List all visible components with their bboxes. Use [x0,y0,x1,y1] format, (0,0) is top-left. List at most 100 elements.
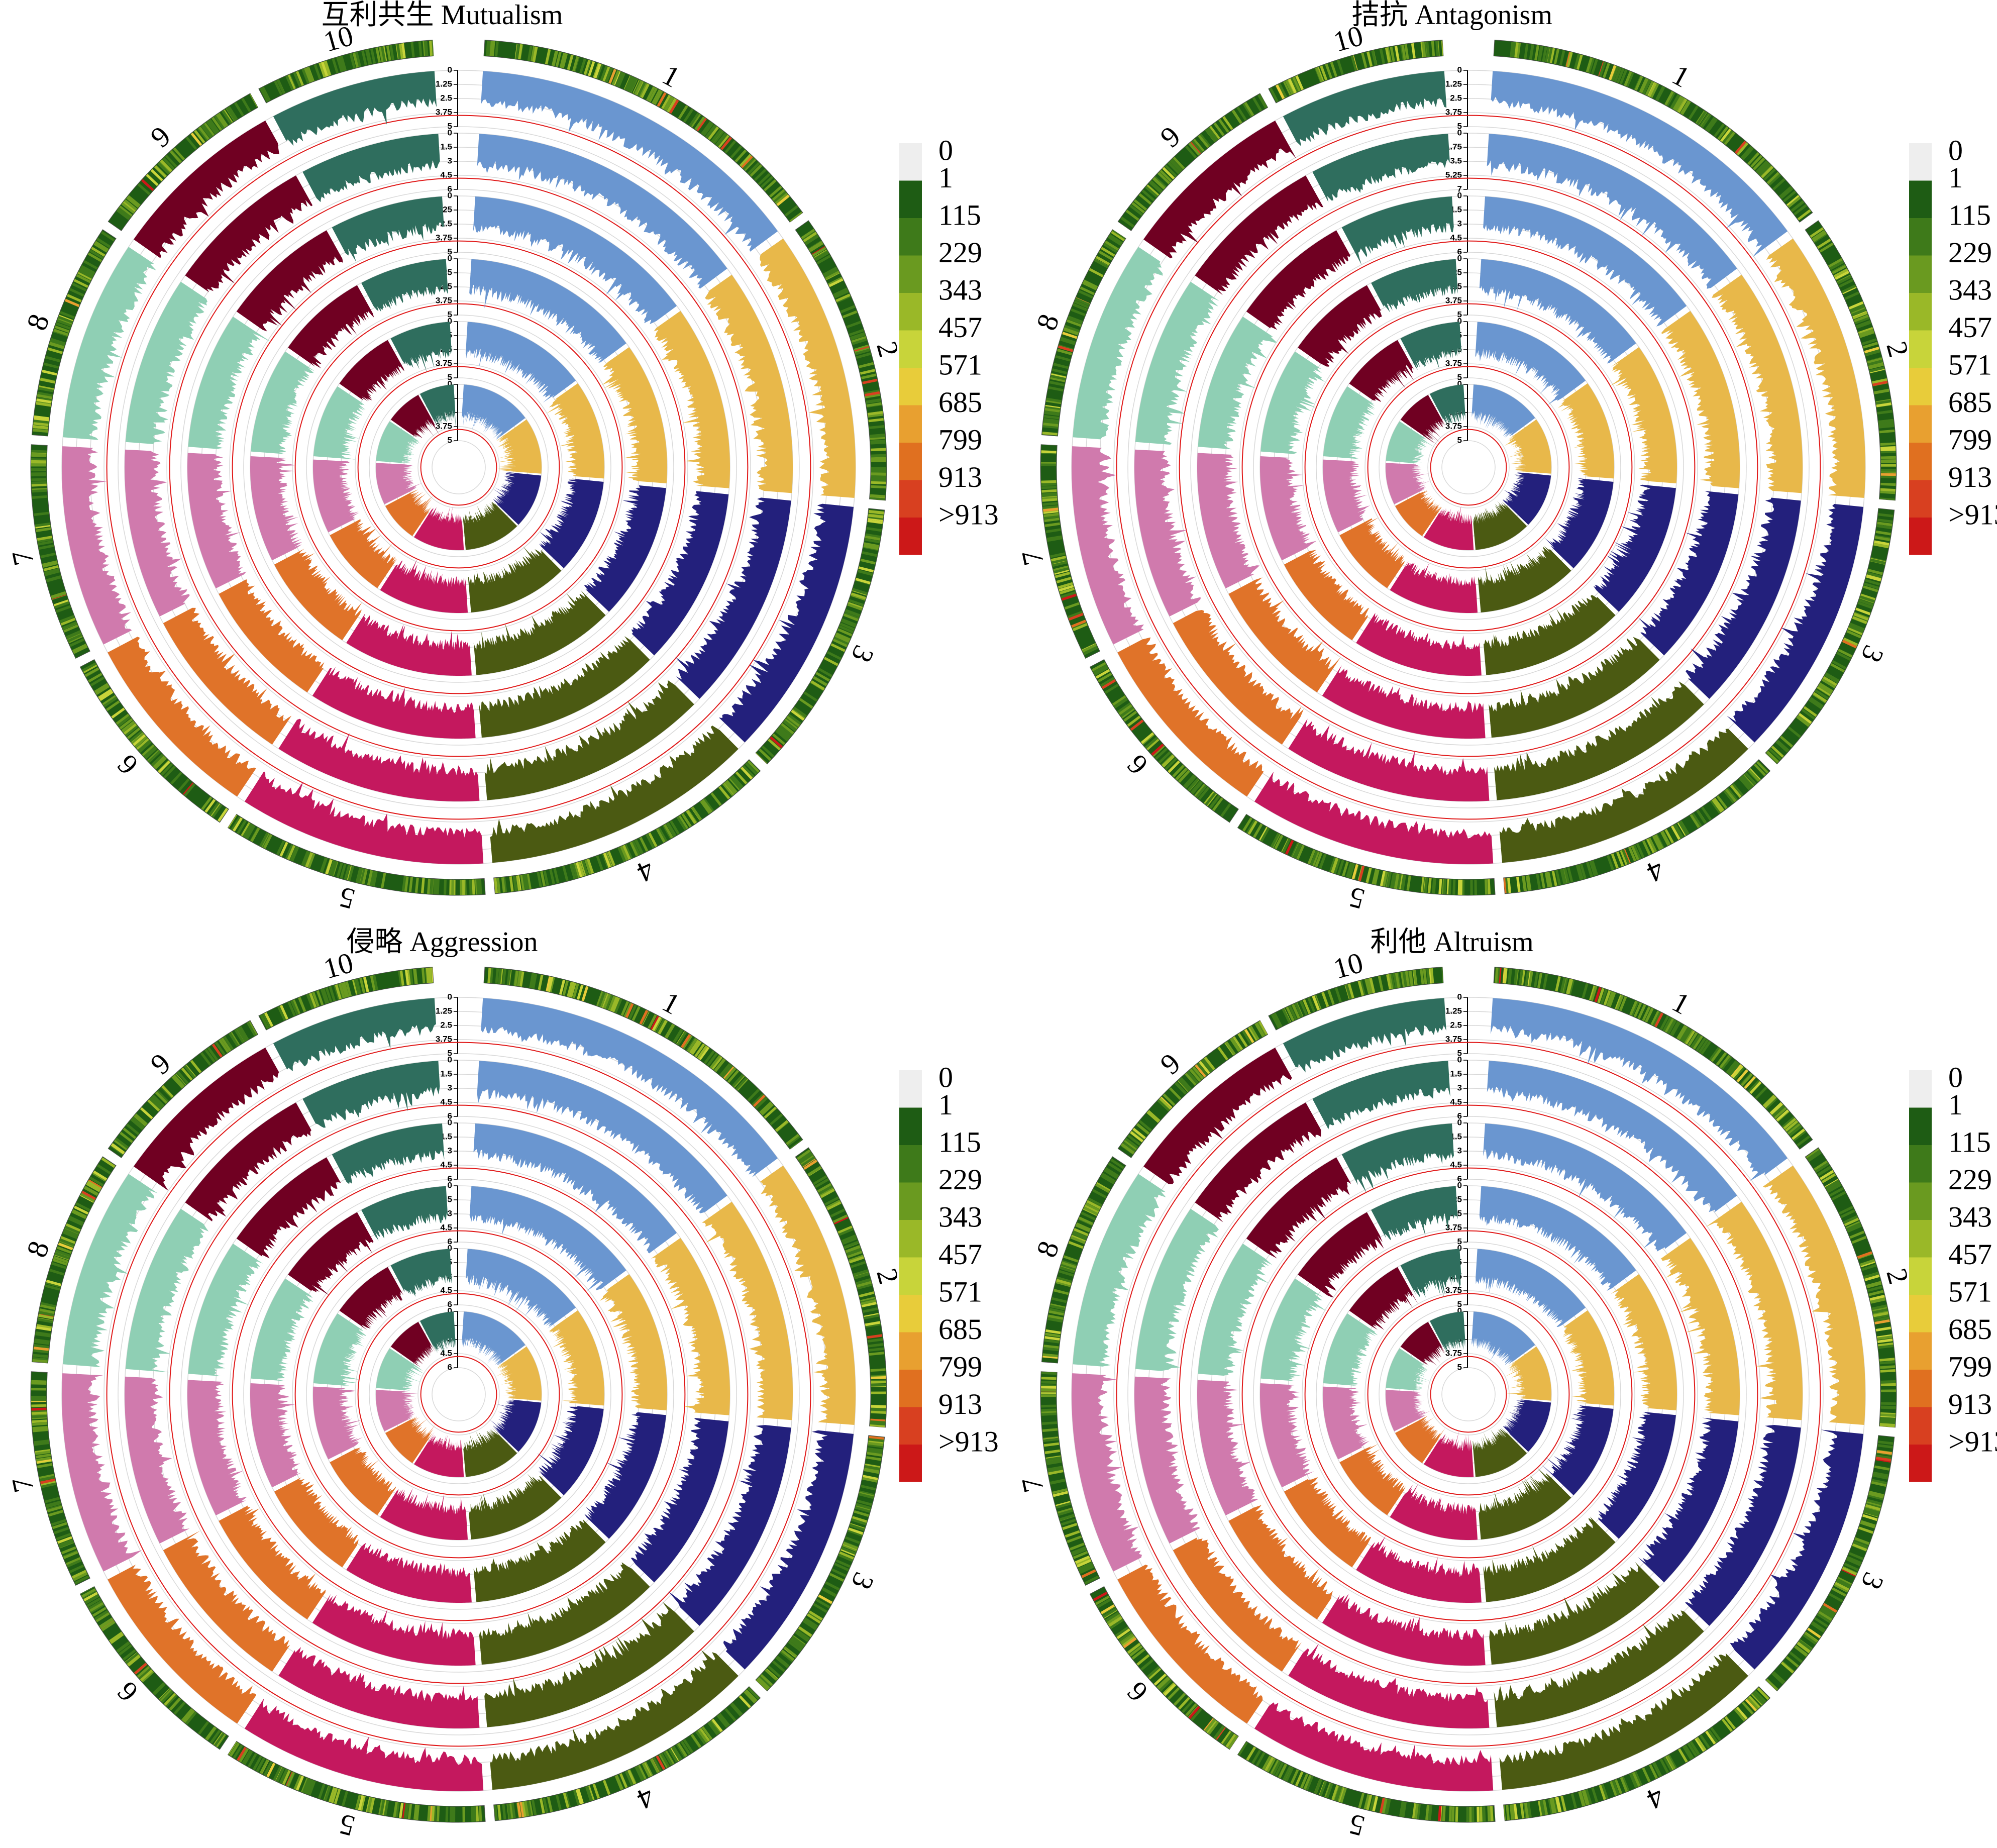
density-stripe [1880,1380,1896,1383]
tick-label: 0 [448,992,452,1001]
legend-label: 115 [1948,198,1991,231]
density-stripe [1872,1474,1888,1480]
density-stripe [173,147,185,161]
density-stripe [1832,1587,1847,1597]
density-stripe [592,1783,600,1799]
legend-swatch [1909,218,1932,256]
density-stripe [701,121,712,135]
chromosome-sector [630,1417,729,1583]
chromosome-label: 3 [1855,1568,1890,1595]
density-stripe [788,1640,802,1652]
tick-label: 4.5 [1450,1160,1462,1169]
chromosome-sector [1429,384,1466,427]
chromosome-sector [134,121,279,258]
grid-circle [1302,1227,1635,1561]
density-stripe [701,799,713,813]
density-stripe [1251,1750,1262,1764]
density-stripe [410,42,415,58]
density-stripe [1716,1052,1727,1066]
density-stripe [1872,1308,1888,1314]
density-stripe [530,46,536,62]
density-stripe [49,342,64,349]
density-stripe [1401,44,1406,60]
density-stripe [325,987,333,1003]
density-stripe [1810,227,1824,238]
density-stripe [1394,873,1400,889]
density-stripe [31,1411,47,1415]
legend-swatch [1909,1332,1932,1370]
density-stripe [1636,843,1645,858]
tick-label: 1.5 [1450,1132,1462,1141]
density-stripe [527,45,533,61]
density-stripe [1612,1780,1620,1795]
chromosome-sector [62,446,132,645]
density-stripe [758,173,771,185]
density-stripe [32,1414,47,1418]
density-stripe [1042,1353,1058,1358]
density-stripe [183,783,195,797]
tick-label: 0 [1457,1055,1462,1064]
legend-label: 115 [1948,1125,1991,1158]
legend-label: 343 [938,273,982,306]
density-stripe [578,861,585,877]
tick-label: 0 [1457,253,1462,263]
density-stripe [1780,187,1794,199]
density-stripe [1112,230,1126,240]
density-stripe [711,1718,723,1732]
density-stripe [1741,775,1754,788]
density-stripe [148,750,161,763]
density-stripe [1738,777,1751,790]
density-stripe [619,1773,628,1788]
density-stripe [69,288,84,297]
density-stripe [1747,152,1760,165]
density-stripe [1633,844,1642,860]
grid-circle [1127,1053,1810,1735]
density-stripe [562,866,569,881]
chromosome-sector [250,456,302,561]
density-stripe [1370,1795,1376,1811]
legend-swatch [899,293,922,331]
density-stripe [478,1806,482,1821]
density-stripe [161,1085,174,1098]
density-stripe [772,1660,786,1673]
density-stripe [1585,1789,1592,1805]
density-stripe [867,410,883,416]
chromosome-sector [463,501,517,550]
density-stripe [1853,1541,1868,1549]
grid-circle [1364,363,1572,571]
chromosome-sector [1073,247,1163,440]
density-stripe [85,1594,99,1604]
threshold-circle [1430,1356,1507,1433]
density-stripe [1880,1420,1896,1424]
density-stripe [1880,1402,1896,1405]
density-stripe [214,1732,225,1747]
density-stripe [1205,129,1217,143]
density-stripe [1823,1603,1838,1613]
chromosome-sector [108,637,256,797]
density-stripe [1100,1604,1115,1614]
density-stripe [1053,363,1069,369]
density-stripe [855,577,871,584]
tick-label: 0 [1457,379,1462,388]
density-stripe [1537,972,1543,988]
density-stripe [1734,1708,1746,1722]
density-stripe [1074,300,1089,309]
density-stripe [1108,234,1123,245]
density-stripe [858,1493,874,1499]
chromosome-sector [251,351,316,454]
density-stripe [282,1770,291,1785]
density-stripe [363,977,369,992]
density-stripe [1217,1047,1228,1061]
density-stripe [1438,878,1442,894]
density-stripe [555,1794,562,1810]
density-stripe [1619,996,1627,1011]
chromosome-sector [339,1267,403,1330]
density-stripe [1755,1086,1767,1099]
density-stripe [1560,869,1566,884]
density-stripe [121,202,135,214]
density-stripe [824,270,839,280]
density-stripe [1060,1266,1075,1274]
density-stripe [222,110,232,124]
density-stripe [1695,1737,1705,1752]
